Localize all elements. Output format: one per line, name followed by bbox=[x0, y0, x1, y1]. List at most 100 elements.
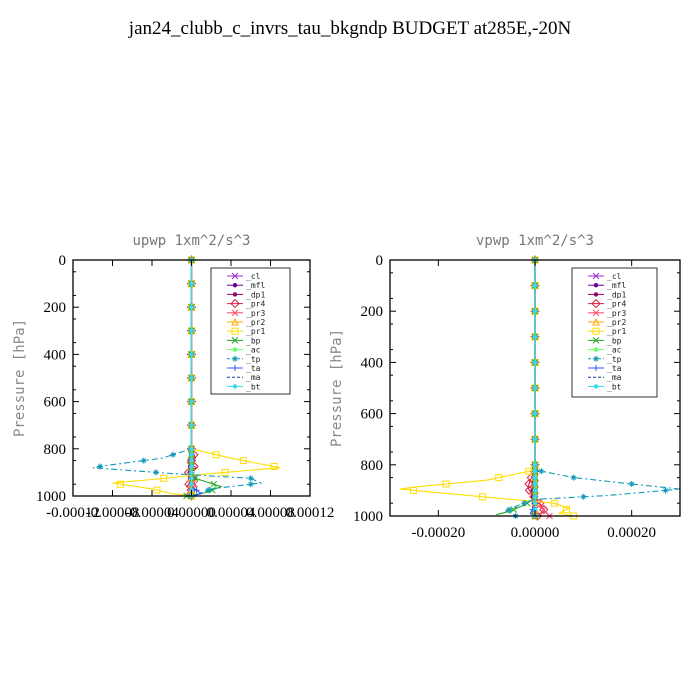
legend-item-ma: _ma bbox=[588, 373, 622, 382]
legend-item-pr4: _pr4 bbox=[588, 298, 626, 309]
series-marker bbox=[189, 458, 194, 463]
legend-item-mfl: _mfl bbox=[227, 281, 265, 290]
legend-label: _pr1 bbox=[607, 327, 626, 336]
series-marker bbox=[532, 494, 538, 499]
series-marker bbox=[189, 464, 194, 469]
series-marker bbox=[191, 474, 199, 482]
series-marker bbox=[521, 500, 528, 507]
series-marker bbox=[532, 283, 538, 288]
legend-label: _dp1 bbox=[246, 290, 265, 299]
series-marker bbox=[169, 451, 176, 458]
series-marker bbox=[189, 328, 194, 333]
series-marker bbox=[532, 437, 538, 442]
legend-label: _dp1 bbox=[607, 290, 626, 299]
x-tick-label: 0.00008 bbox=[246, 505, 295, 521]
legend-label: _ac bbox=[607, 346, 622, 355]
legend-marker bbox=[232, 384, 238, 389]
series-bt bbox=[189, 257, 194, 499]
legend-marker bbox=[591, 298, 601, 309]
legend: _cl_mfl_dp1_pr4_pr3_pr2_pr1_bp_ac_tp_ta_… bbox=[571, 267, 658, 398]
legend-label: _ma bbox=[246, 373, 261, 382]
series-marker bbox=[540, 506, 547, 513]
legend-marker bbox=[232, 283, 238, 288]
x-tick-label: 0.00000 bbox=[167, 505, 216, 521]
y-tick-label: 0 bbox=[376, 253, 384, 269]
series-marker bbox=[153, 486, 161, 494]
series-marker bbox=[524, 479, 534, 489]
series-marker bbox=[193, 487, 200, 494]
series-marker bbox=[97, 463, 104, 470]
legend-item-pr3: _pr3 bbox=[227, 309, 265, 318]
panel-title: vpwp 1xm^2/s^3 bbox=[476, 233, 594, 249]
legend-label: _ta bbox=[246, 364, 261, 373]
y-tick-label: 800 bbox=[44, 442, 67, 458]
legend-item-tp: _tp bbox=[588, 355, 622, 364]
legend-label: _pr2 bbox=[246, 318, 265, 327]
legend-item-cl: _cl bbox=[227, 272, 261, 281]
y-tick-label: 200 bbox=[44, 300, 67, 316]
legend-item-pr1: _pr1 bbox=[227, 327, 265, 336]
legend-marker bbox=[593, 384, 599, 389]
legend-marker bbox=[592, 327, 600, 335]
series-marker bbox=[189, 452, 194, 457]
legend-marker bbox=[231, 272, 239, 280]
series-marker bbox=[189, 305, 194, 310]
legend-box bbox=[210, 267, 291, 395]
series-marker bbox=[189, 470, 194, 475]
series-marker bbox=[189, 446, 194, 451]
legend-label: _bt bbox=[246, 382, 261, 391]
panel-title: upwp 1xm^2/s^3 bbox=[132, 233, 250, 249]
series-marker bbox=[532, 360, 538, 365]
legend-marker bbox=[232, 355, 238, 362]
x-tick-label: -0.00012 bbox=[46, 505, 100, 521]
legend-marker bbox=[232, 292, 238, 297]
series-marker bbox=[270, 463, 278, 470]
series-line bbox=[112, 260, 281, 497]
page-title: jan24_clubb_c_invrs_tau_bkgndp BUDGET at… bbox=[128, 18, 572, 39]
series-marker bbox=[221, 468, 229, 476]
legend-label: _pr4 bbox=[607, 300, 626, 309]
legend-item-bt: _bt bbox=[588, 382, 622, 391]
series-marker bbox=[116, 480, 124, 488]
x-tick-label: -0.00020 bbox=[411, 525, 465, 541]
legend-label: _mfl bbox=[607, 281, 626, 290]
chart-panel-1: upwp 1xm^2/s^3 Pressure [hPa] 0 200 400 600 80… bbox=[12, 233, 334, 521]
legend-marker bbox=[593, 283, 599, 288]
series-marker bbox=[140, 457, 147, 464]
series-marker bbox=[532, 488, 538, 493]
legend-item-pr1: _pr1 bbox=[588, 327, 626, 336]
series-marker bbox=[247, 475, 254, 482]
legend-item-cl: _cl bbox=[588, 272, 622, 281]
legend-marker bbox=[592, 272, 600, 280]
legend-marker bbox=[231, 317, 239, 326]
legend-item-ac: _ac bbox=[588, 346, 622, 355]
series-marker bbox=[442, 480, 450, 488]
series-line bbox=[399, 260, 574, 517]
series-marker bbox=[239, 457, 247, 465]
series-marker bbox=[580, 493, 587, 500]
legend-label: _bp bbox=[607, 336, 622, 345]
legend-marker bbox=[593, 355, 599, 362]
legend-label: _pr3 bbox=[607, 309, 626, 318]
legend-label: _bp bbox=[246, 336, 261, 345]
series-marker bbox=[539, 504, 549, 515]
legend-marker bbox=[232, 365, 238, 371]
legend-item-ta: _ta bbox=[588, 364, 622, 373]
legend-item-ac: _ac bbox=[227, 346, 261, 355]
series-marker bbox=[189, 482, 194, 487]
legend-item-bp: _bp bbox=[227, 336, 261, 345]
series-marker bbox=[152, 469, 159, 476]
legend-marker bbox=[593, 347, 599, 352]
legend-marker bbox=[592, 337, 600, 344]
series-marker bbox=[189, 423, 194, 428]
x-tick-label: -0.00004 bbox=[125, 505, 179, 521]
series-marker bbox=[212, 451, 220, 459]
legend-label: _tp bbox=[607, 355, 622, 364]
legend-label: _tp bbox=[246, 355, 261, 364]
y-tick-label: 400 bbox=[361, 355, 384, 371]
legend-marker bbox=[231, 327, 239, 335]
series-marker bbox=[532, 411, 538, 416]
series-bt bbox=[532, 257, 538, 519]
legend-label: _pr4 bbox=[246, 300, 265, 309]
legend-label: _pr2 bbox=[607, 318, 626, 327]
